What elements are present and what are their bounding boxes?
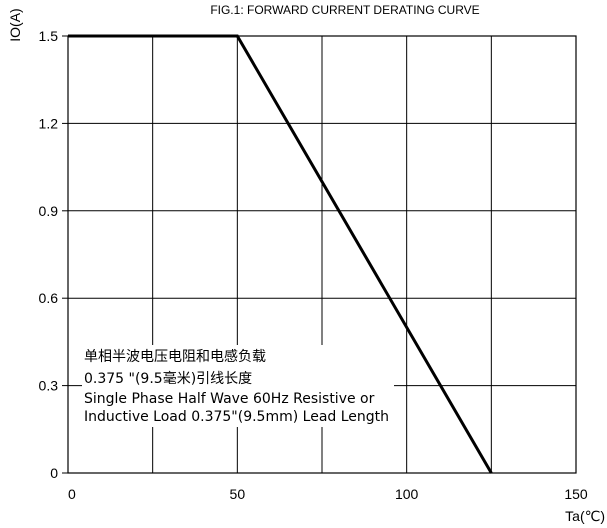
x-tick-label: 50 [230,486,246,502]
derating-curve-line [68,34,493,474]
chart-title: FIG.1: FORWARD CURRENT DERATING CURVE [210,3,479,17]
x-tick-label: 0 [68,486,76,502]
grid [68,36,576,473]
y-tick-label: 0.3 [39,378,59,394]
annotation-box: 单相半波电压电阻和电感负载 0.375 "(9.5毫米)引线长度 Single Ph… [82,345,394,427]
x-tick-label: 100 [395,486,419,502]
y-tick-marks [62,35,68,474]
plot-frame [67,35,577,474]
y-tick-label: 0.9 [39,203,59,219]
curve-layer [68,34,493,474]
y-tick-label: 0 [50,465,58,481]
y-tick-label: 0.6 [39,290,59,306]
annotation-line: 0.375 "(9.5毫米)引线长度 [84,370,252,387]
x-axis-label: Ta(℃) [565,508,605,524]
annotation-background [82,345,394,427]
y-axis-label: IO(A) [7,8,23,41]
axis-text: 0 0.3 0.6 0.9 1.2 1.5 0 50 100 150 FIG.1: FORWARD … [7,3,605,524]
annotation-line: 单相半波电压电阻和电感负载 [84,348,266,365]
y-tick-label: 1.2 [39,115,59,131]
annotation-line: Single Phase Half Wave 60Hz Resistive or [84,391,375,407]
y-tick-label: 1.5 [39,28,59,44]
x-tick-label: 150 [564,486,588,502]
annotation-line: Inductive Load 0.375"(9.5mm) Lead Length [84,409,389,425]
